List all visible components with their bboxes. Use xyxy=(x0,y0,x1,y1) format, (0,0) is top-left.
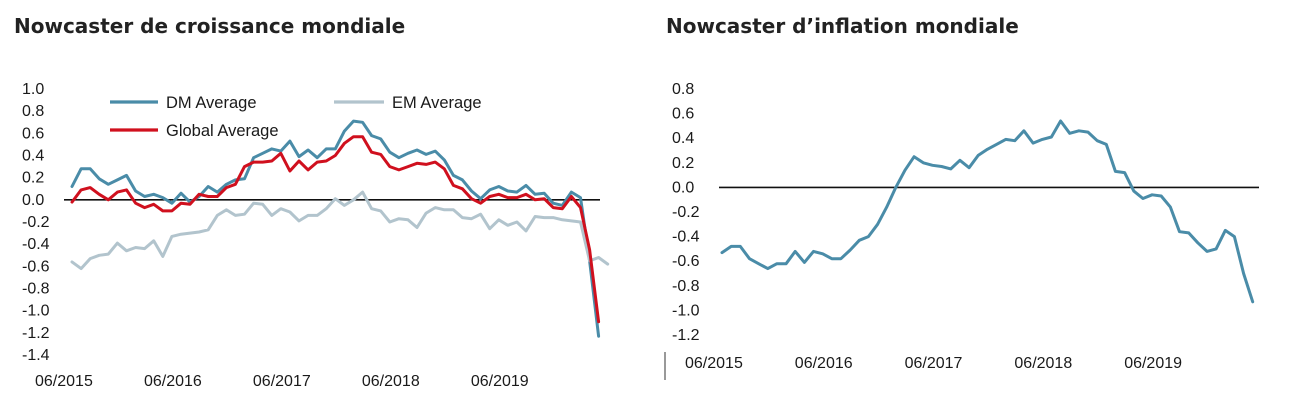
x-tick-label: 06/2019 xyxy=(1124,355,1182,372)
y-tick-label: -0.8 xyxy=(22,281,50,298)
x-tick-label: 06/2015 xyxy=(685,355,743,372)
y-tick-label: -1.0 xyxy=(672,302,700,319)
y-tick-label: -0.4 xyxy=(22,236,50,253)
inflation-chart-panel: Nowcaster d’inflation mondiale 0.8 0.6 0.4… xyxy=(650,0,1294,407)
series-line-inflation xyxy=(720,119,1255,304)
y-tick-label: -0.4 xyxy=(672,229,700,246)
x-tick-label: 06/2019 xyxy=(471,373,529,390)
y-tick-label: 0.4 xyxy=(22,148,44,165)
y-tick-label: -0.6 xyxy=(22,258,50,275)
chart-title: Nowcaster de croissance mondiale xyxy=(14,14,406,38)
series-line-em-average xyxy=(70,190,610,271)
y-tick-label: 0.6 xyxy=(22,125,44,142)
y-tick-label: -0.6 xyxy=(672,253,700,270)
y-tick-label: -1.0 xyxy=(22,303,50,320)
growth-chart-svg: 1.0 0.8 0.6 0.4 0.2 0.0 -0.2 -0.4 -0.6 -0.8 -1.0 -1… xyxy=(22,81,610,390)
legend-label: EM Average xyxy=(392,94,482,112)
y-tick-label: -0.8 xyxy=(672,278,700,295)
y-tick-label: 0.8 xyxy=(22,103,44,120)
legend-label: DM Average xyxy=(166,94,257,112)
y-tick-label: 0.2 xyxy=(672,155,694,172)
y-tick-label: 0.6 xyxy=(672,106,694,123)
y-tick-label: -0.2 xyxy=(22,214,50,231)
y-tick-label: 0.0 xyxy=(22,192,44,209)
x-tick-label: 06/2018 xyxy=(362,373,420,390)
x-tick-label: 06/2017 xyxy=(905,355,963,372)
x-tick-label: 06/2016 xyxy=(144,373,202,390)
growth-chart-panel: Nowcaster de croissance mondiale 1.0 0.8 0… xyxy=(0,0,640,407)
y-tick-label: -0.2 xyxy=(672,204,700,221)
y-tick-label: 0.2 xyxy=(22,170,44,187)
chart-title: Nowcaster d’inflation mondiale xyxy=(666,14,1019,38)
series-line-global-average xyxy=(70,135,601,324)
x-tick-label: 06/2016 xyxy=(795,355,853,372)
y-tick-label: 0.0 xyxy=(672,179,694,196)
y-tick-label: -1.2 xyxy=(672,327,700,344)
x-tick-label: 06/2018 xyxy=(1014,355,1072,372)
series-line-dm-average xyxy=(70,119,601,338)
y-tick-label: -1.2 xyxy=(22,325,50,342)
x-tick-label: 06/2015 xyxy=(35,373,93,390)
inflation-chart-svg: 0.8 0.6 0.4 0.2 0.0 -0.2 -0.4 -0.6 -0.8 -1.0 -1.2 0… xyxy=(664,81,1259,380)
y-tick-label: 0.8 xyxy=(672,81,694,98)
y-tick-label: -1.4 xyxy=(22,347,50,364)
y-tick-label: 1.0 xyxy=(22,81,44,98)
y-tick-label: 0.4 xyxy=(672,130,694,147)
legend-label: Global Average xyxy=(166,122,279,140)
x-tick-label: 06/2017 xyxy=(253,373,311,390)
